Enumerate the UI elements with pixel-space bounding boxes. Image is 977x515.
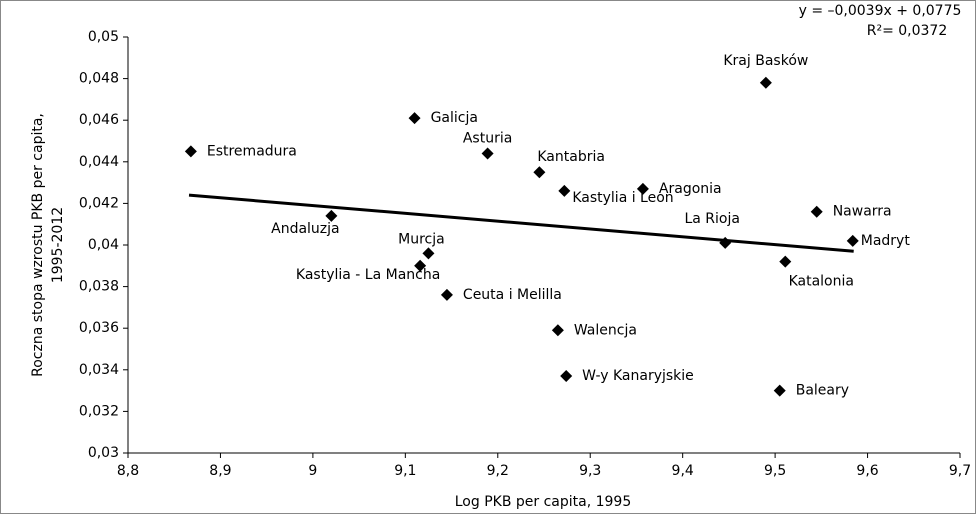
point — [719, 236, 732, 249]
point — [440, 288, 453, 301]
x-tick-label: 9,3 — [579, 463, 601, 479]
equation: y = –0,0039x + 0,0775 — [799, 3, 962, 19]
point — [558, 184, 571, 197]
point-label: Murcja — [398, 231, 445, 247]
y-tick-label: 0,05 — [88, 29, 119, 45]
point — [325, 209, 338, 222]
point-label: Andaluzja — [271, 221, 340, 237]
x-tick-label: 9,6 — [856, 463, 878, 479]
point — [846, 234, 859, 247]
x-tick-label: 8,8 — [117, 463, 139, 479]
point-label: Kraj Basków — [723, 53, 808, 69]
x-tick-label: 9 — [308, 463, 317, 479]
point — [560, 370, 573, 383]
y-tick-label: 0,046 — [79, 112, 119, 128]
x-axis-title: Log PKB per capita, 1995 — [455, 494, 632, 510]
y-axis-title-line: 1995-2012 — [50, 207, 66, 283]
x-tick-label: 8,9 — [209, 463, 231, 479]
trendline — [188, 193, 854, 253]
point-label: La Rioja — [684, 211, 739, 227]
x-tick-label: 9,7 — [949, 463, 971, 479]
point — [533, 166, 546, 179]
point — [422, 247, 435, 260]
y-axis-title-line: Roczna stopa wzrostu PKB per capita, — [30, 113, 46, 377]
point — [408, 112, 421, 125]
x-tick-label: 9,1 — [394, 463, 416, 479]
point-label: Kastylia - La Mancha — [296, 267, 440, 283]
point-label: Baleary — [796, 383, 849, 399]
y-tick-label: 0,032 — [79, 403, 119, 419]
y-tick-label: 0,04 — [88, 237, 119, 253]
point-label: Kantabria — [537, 149, 605, 165]
point-label: Walencja — [574, 322, 637, 338]
x-tick-label: 9,2 — [487, 463, 509, 479]
x-tick-label: 9,4 — [672, 463, 694, 479]
point-label: Galicja — [431, 110, 478, 126]
x-tick-label: 9,5 — [764, 463, 786, 479]
point-label: Ceuta i Melilla — [463, 287, 562, 303]
point — [551, 324, 564, 337]
point-label: Madryt — [861, 233, 911, 249]
point-label: Estremadura — [207, 143, 297, 159]
y-tick-label: 0,038 — [79, 279, 119, 295]
point — [759, 76, 772, 89]
y-tick-label: 0,048 — [79, 71, 119, 87]
y-axis-title: Roczna stopa wzrostu PKB per capita, 199… — [30, 113, 66, 377]
y-tick-label: 0,044 — [79, 154, 119, 170]
y-tick-label: 0,03 — [88, 445, 119, 461]
y-tick-label: 0,034 — [79, 362, 119, 378]
point-label: Aragonia — [659, 181, 722, 197]
r-squared: R²= 0,0372 — [867, 23, 948, 39]
point — [779, 255, 792, 268]
point — [810, 205, 823, 218]
point-label: Nawarra — [833, 204, 892, 220]
point-label: W-y Kanaryjskie — [582, 368, 694, 384]
point — [414, 259, 427, 272]
point — [184, 145, 197, 158]
y-tick-label: 0,042 — [79, 195, 119, 211]
point-label: Katalonia — [789, 274, 854, 290]
point-label: Kastylia i Leon — [572, 190, 673, 206]
y-tick-label: 0,036 — [79, 320, 119, 336]
point — [481, 147, 494, 160]
point — [636, 182, 649, 195]
point-label: Asturia — [463, 130, 512, 146]
point — [773, 384, 786, 397]
